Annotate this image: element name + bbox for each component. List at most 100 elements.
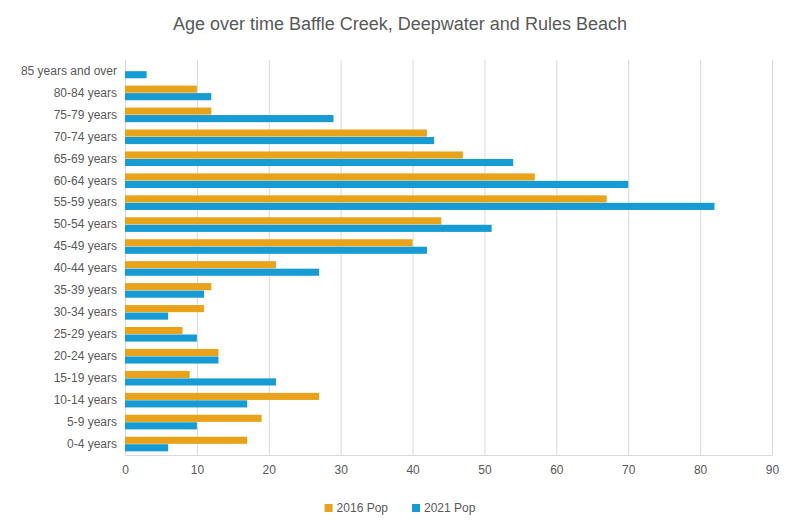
tick: 70 <box>622 60 636 477</box>
tick: 75-79 years <box>54 108 125 122</box>
bar <box>125 247 427 254</box>
bar <box>125 137 434 144</box>
tick-label: 0 <box>122 463 129 477</box>
tick: 30-34 years <box>54 305 125 319</box>
tick: 30 <box>334 60 348 477</box>
tick-label: 90 <box>766 463 780 477</box>
grid-line <box>628 60 629 455</box>
tick-label: 10-14 years <box>54 393 117 407</box>
tick-label: 70 <box>622 463 636 477</box>
background <box>0 0 800 530</box>
tick-label: 20 <box>263 463 277 477</box>
category-axis: 0-4 years 5-9 years 10-14 years 15-19 years… <box>21 61 126 456</box>
tick: 15-19 years <box>54 371 125 385</box>
legend-label: 2021 Pop <box>424 501 476 515</box>
tick-label: 30 <box>334 463 348 477</box>
bar <box>125 291 204 298</box>
bar <box>125 393 319 400</box>
tick-label: 85 years and over <box>21 64 117 78</box>
bar <box>125 400 247 407</box>
tick-label: 60 <box>550 463 564 477</box>
bar <box>125 371 190 378</box>
tick-label: 45-49 years <box>54 239 117 253</box>
bar <box>125 283 211 290</box>
tick: 80 <box>694 60 708 477</box>
tick-label: 40 <box>406 463 420 477</box>
bar <box>125 86 197 93</box>
tick-label: 50-54 years <box>54 217 117 231</box>
tick-label: 80-84 years <box>54 86 117 100</box>
bar <box>125 115 333 122</box>
tick: 55-59 years <box>54 195 125 209</box>
grid-line <box>772 60 773 455</box>
bar <box>125 225 492 232</box>
bar <box>125 415 262 422</box>
bar <box>125 173 535 180</box>
tick-label: 0-4 years <box>67 437 117 451</box>
tick: 20-24 years <box>54 349 125 363</box>
tick-label: 70-74 years <box>54 130 117 144</box>
bar <box>125 444 168 451</box>
bar <box>125 129 427 136</box>
bar <box>125 422 197 429</box>
bar <box>125 217 441 224</box>
tick-label: 40-44 years <box>54 261 117 275</box>
tick-label: 80 <box>694 463 708 477</box>
tick-label: 5-9 years <box>67 415 117 429</box>
tick-label: 15-19 years <box>54 371 117 385</box>
bar <box>125 313 168 320</box>
tick: 60-64 years <box>54 174 125 188</box>
tick-label: 65-69 years <box>54 152 117 166</box>
bar <box>125 437 247 444</box>
bar <box>125 64 126 71</box>
grid-line <box>556 60 557 455</box>
bar <box>125 334 197 341</box>
bar <box>125 195 607 202</box>
tick: 35-39 years <box>54 283 125 297</box>
bars <box>125 71 714 451</box>
tick: 25-29 years <box>54 327 125 341</box>
series <box>125 71 714 451</box>
tick: 50 <box>478 60 492 477</box>
grid-line <box>700 60 701 455</box>
grid-line <box>484 60 485 455</box>
tick: 60 <box>550 60 564 477</box>
tick-label: 25-29 years <box>54 327 117 341</box>
tick-label: 50 <box>478 463 492 477</box>
legend: 2016 Pop 2021 Pop <box>325 501 476 515</box>
axis-line <box>126 455 773 456</box>
legend-swatch <box>412 504 420 512</box>
tick: 0-4 years <box>67 437 125 451</box>
bar <box>125 181 628 188</box>
grid-line <box>413 60 414 455</box>
tick: 85 years and over <box>21 64 125 78</box>
value-axis: 0 10 20 30 40 50 60 70 80 90 <box>122 60 779 477</box>
bar <box>125 159 513 166</box>
bar <box>125 261 276 268</box>
bar <box>125 151 463 158</box>
tick-label: 75-79 years <box>54 108 117 122</box>
bar <box>125 203 714 210</box>
grid-line <box>341 60 342 455</box>
tick: 90 <box>766 60 780 477</box>
bar <box>125 378 276 385</box>
tick: 5-9 years <box>67 415 125 429</box>
tick-label: 10 <box>191 463 205 477</box>
tick: 10-14 years <box>54 393 125 407</box>
bar <box>125 349 218 356</box>
bar <box>125 269 319 276</box>
legend-label: 2016 Pop <box>337 501 389 515</box>
tick-label: 20-24 years <box>54 349 117 363</box>
tick-label: 30-34 years <box>54 305 117 319</box>
tick-label: 60-64 years <box>54 174 117 188</box>
tick: 40 <box>406 60 420 477</box>
tick: 50-54 years <box>54 217 125 231</box>
bar <box>125 239 413 246</box>
bar <box>125 108 211 115</box>
tick: 65-69 years <box>54 152 125 166</box>
bar <box>125 305 204 312</box>
title: Age over time Baffle Creek, Deepwater an… <box>173 14 627 34</box>
tick-label: 55-59 years <box>54 195 117 209</box>
bar <box>125 71 147 78</box>
bar <box>125 356 218 363</box>
